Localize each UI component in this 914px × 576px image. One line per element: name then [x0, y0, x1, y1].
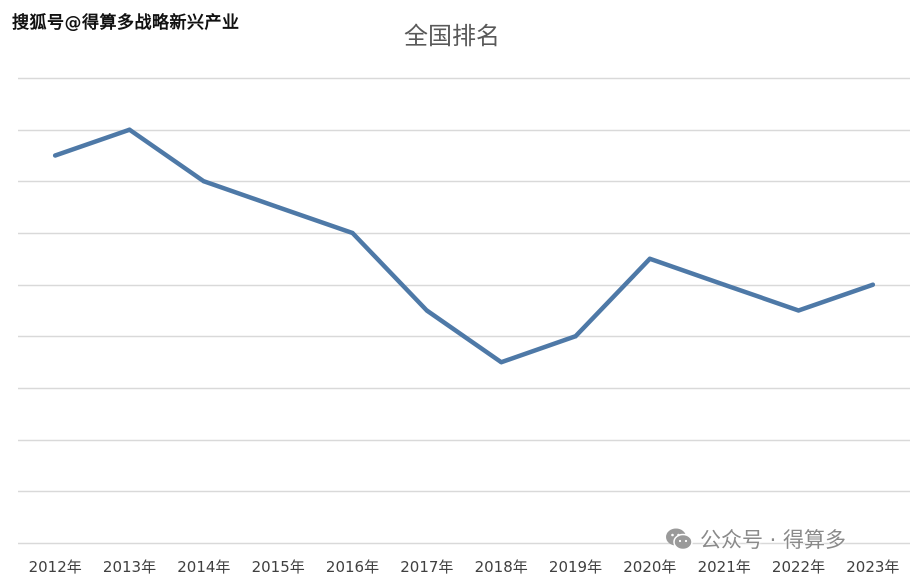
x-tick-label: 2016年: [326, 558, 379, 576]
watermark-top: 搜狐号@得算多战略新兴产业: [12, 13, 240, 33]
watermark-bottom-text: 公众号 · 得算多: [700, 528, 847, 552]
series-layer: [52, 127, 876, 365]
data-point: [424, 308, 429, 313]
x-tick-label: 2019年: [549, 558, 602, 576]
data-point: [870, 282, 875, 287]
x-tick-label: 2020年: [623, 558, 676, 576]
series-line: [52, 127, 876, 365]
watermark-bottom: 公众号 · 得算多: [664, 524, 846, 554]
data-point: [201, 179, 206, 184]
data-point: [53, 153, 58, 158]
data-point: [647, 256, 652, 261]
x-tick-label: 2013年: [103, 558, 156, 576]
x-tick-label: 2022年: [772, 558, 825, 576]
chart-title: 全国排名: [404, 22, 500, 50]
data-point: [796, 308, 801, 313]
data-point: [499, 360, 504, 365]
data-point: [722, 282, 727, 287]
x-tick-label: 2015年: [252, 558, 305, 576]
data-point: [573, 334, 578, 339]
data-point: [350, 231, 355, 235]
x-tick-label: 2021年: [698, 558, 751, 576]
gridlines: [18, 77, 910, 545]
x-tick-label: 2023年: [846, 558, 899, 576]
x-tick-label: 2014年: [177, 558, 230, 576]
data-point: [127, 127, 132, 132]
wechat-icon: [666, 528, 693, 551]
data-point: [276, 205, 281, 210]
x-axis-tick-labels: 2012年 2013年 2014年 2015年 2016年 2017年 2018年 2019年…: [29, 558, 900, 576]
x-tick-label: 2012年: [29, 558, 82, 576]
x-tick-label: 2018年: [475, 558, 528, 576]
x-tick-label: 2017年: [400, 558, 453, 576]
